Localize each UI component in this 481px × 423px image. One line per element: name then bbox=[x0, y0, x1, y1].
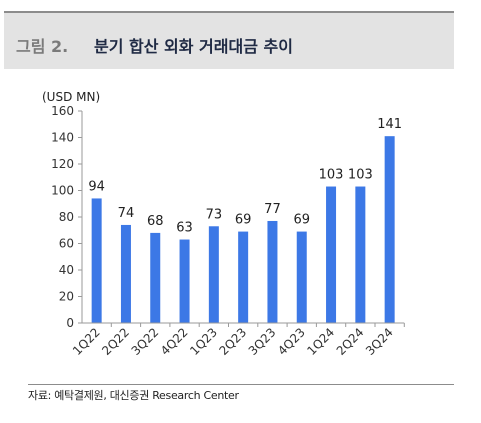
x-tick-label: 4Q23 bbox=[275, 325, 308, 358]
y-tick-label: 140 bbox=[51, 131, 74, 145]
data-label: 63 bbox=[176, 221, 193, 236]
data-label: 103 bbox=[348, 168, 373, 183]
data-label: 74 bbox=[118, 206, 135, 221]
y-tick-label: 160 bbox=[51, 104, 74, 118]
bar bbox=[150, 232, 161, 323]
source-divider bbox=[28, 384, 454, 385]
y-tick-label: 120 bbox=[51, 157, 74, 171]
bar bbox=[326, 186, 337, 323]
bar bbox=[208, 226, 219, 323]
bar bbox=[91, 198, 102, 323]
data-label: 68 bbox=[147, 214, 164, 229]
bar bbox=[384, 136, 395, 323]
x-tick-label: 2Q23 bbox=[216, 325, 249, 358]
bar bbox=[267, 220, 278, 323]
data-label: 141 bbox=[377, 117, 402, 132]
x-tick-label: 3Q22 bbox=[129, 325, 162, 358]
x-tick-label: 3Q24 bbox=[363, 325, 396, 358]
x-tick-label: 2Q24 bbox=[334, 325, 367, 358]
y-tick-label: 0 bbox=[66, 316, 74, 330]
data-label: 69 bbox=[235, 213, 252, 228]
x-axis: 1Q222Q223Q224Q221Q232Q233Q234Q231Q242Q24… bbox=[70, 322, 405, 358]
y-axis: 0 20 40 60 80 100 120 140 160 bbox=[51, 104, 83, 330]
data-label: 73 bbox=[206, 207, 223, 222]
y-tick-label: 80 bbox=[59, 210, 74, 224]
figure-label: 그림 2. bbox=[16, 37, 69, 56]
data-label: 103 bbox=[319, 168, 344, 183]
source-note: 자료: 예탁결제원, 대신증권 Research Center bbox=[28, 389, 239, 402]
bar bbox=[355, 186, 366, 323]
y-tick-label: 40 bbox=[59, 263, 74, 277]
bars bbox=[91, 136, 395, 323]
data-label: 94 bbox=[88, 179, 105, 194]
y-tick-label: 60 bbox=[59, 237, 74, 251]
x-tick-label: 2Q22 bbox=[99, 325, 132, 358]
bar bbox=[238, 231, 249, 323]
bar bbox=[296, 231, 307, 323]
y-tick-label: 20 bbox=[59, 290, 74, 304]
bar bbox=[179, 239, 190, 323]
unit-label: (USD MN) bbox=[42, 90, 100, 104]
bar-chart: (USD MN) 0 20 40 60 80 100 120 140 160 94 74 68 63 7… bbox=[42, 90, 405, 358]
title-bar: 그림 2. 분기 합산 외화 거래대금 추이 bbox=[4, 11, 454, 69]
x-tick-label: 3Q23 bbox=[246, 325, 279, 358]
x-tick-label: 1Q23 bbox=[187, 325, 220, 358]
x-tick-label: 1Q22 bbox=[70, 325, 103, 358]
y-tick-label: 100 bbox=[51, 184, 74, 198]
x-tick-label: 1Q24 bbox=[304, 325, 337, 358]
data-label: 69 bbox=[293, 213, 310, 228]
figure-title: 분기 합산 외화 거래대금 추이 bbox=[94, 37, 293, 56]
data-label: 77 bbox=[264, 202, 281, 217]
x-tick-label: 4Q22 bbox=[158, 325, 191, 358]
bar bbox=[120, 224, 131, 323]
data-labels: 94 74 68 63 73 69 77 69 103 103 141 bbox=[88, 117, 402, 235]
